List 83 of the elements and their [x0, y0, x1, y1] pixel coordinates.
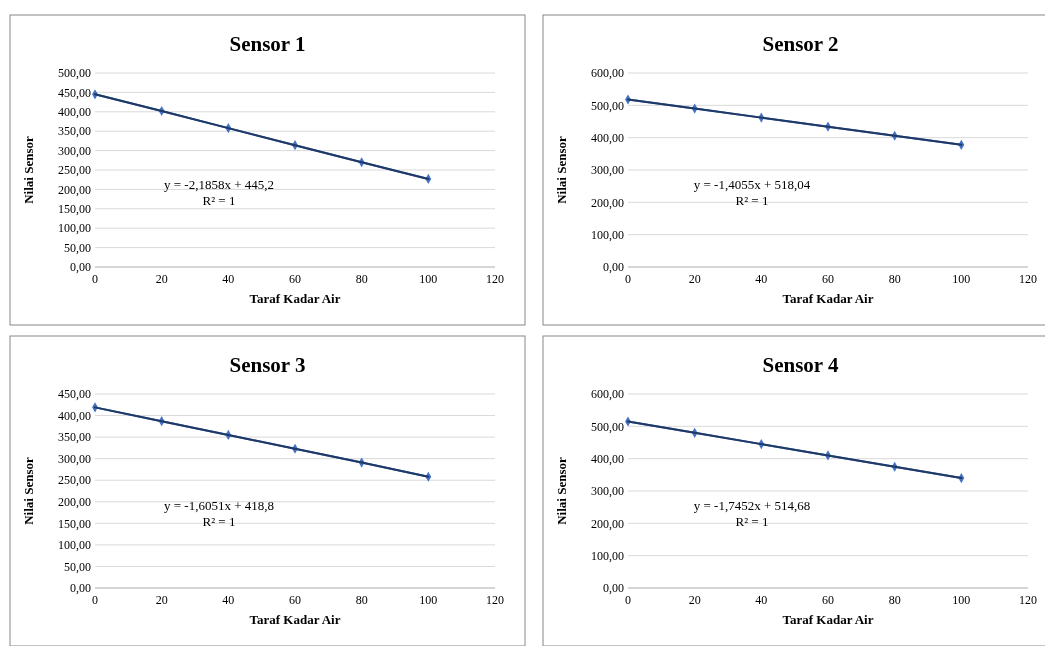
- annotation: R² = 1: [735, 193, 769, 209]
- y-tick-label: 150,00: [58, 516, 91, 531]
- y-tick-label: 200,00: [58, 182, 91, 197]
- x-tick-label: 120: [1019, 272, 1037, 286]
- y-tick-label: 300,00: [58, 451, 91, 466]
- annotation: R² = 1: [202, 193, 236, 209]
- y-tick-label: 200,00: [591, 516, 624, 531]
- y-axis-title: Nilai Sensor: [554, 457, 569, 525]
- x-tick-label: 120: [486, 272, 504, 286]
- y-tick-label: 100,00: [591, 548, 624, 563]
- y-tick-label: 500,00: [591, 419, 624, 434]
- y-tick-label: 450,00: [58, 387, 91, 402]
- x-tick-label: 0: [625, 272, 631, 286]
- x-tick-label: 20: [688, 593, 701, 607]
- x-axis-title: Taraf Kadar Air: [249, 291, 341, 306]
- y-tick-label: 250,00: [58, 163, 91, 178]
- y-tick-label: 150,00: [58, 202, 91, 216]
- x-tick-label: 80: [888, 593, 901, 607]
- annotation: R² = 1: [202, 514, 236, 530]
- y-tick-label: 50,00: [64, 240, 91, 255]
- annotation: y = -1,7452x + 514,68: [693, 498, 811, 514]
- y-tick-label: 0,00: [603, 260, 624, 275]
- x-axis-title: Taraf Kadar Air: [782, 612, 874, 627]
- y-axis-title: Nilai Sensor: [21, 136, 36, 204]
- x-tick-label: 60: [289, 272, 301, 286]
- x-tick-label: 40: [222, 272, 235, 286]
- x-tick-label: 40: [222, 593, 235, 607]
- x-axis-title: Taraf Kadar Air: [249, 612, 341, 627]
- annotation: R² = 1: [735, 514, 769, 530]
- x-tick-label: 0: [92, 593, 98, 607]
- x-tick-label: 40: [755, 272, 768, 286]
- annotation: y = -1,6051x + 418,8: [164, 498, 274, 514]
- annotation: y = -1,4055x + 518,04: [693, 177, 811, 193]
- y-tick-label: 200,00: [591, 195, 624, 210]
- x-tick-label: 40: [755, 593, 768, 607]
- x-tick-label: 60: [822, 272, 834, 286]
- y-tick-label: 0,00: [70, 260, 91, 275]
- y-tick-label: 350,00: [58, 124, 91, 139]
- x-tick-label: 120: [1019, 593, 1037, 607]
- y-tick-label: 450,00: [58, 85, 91, 100]
- y-tick-label: 500,00: [58, 66, 91, 81]
- y-tick-label: 100,00: [58, 538, 91, 553]
- y-tick-label: 400,00: [591, 130, 624, 145]
- x-axis-title: Taraf Kadar Air: [782, 291, 874, 306]
- annotation: y = -2,1858x + 445,2: [164, 177, 274, 193]
- x-tick-label: 80: [888, 272, 901, 286]
- y-tick-label: 0,00: [70, 581, 91, 596]
- y-tick-label: 400,00: [58, 408, 91, 423]
- chart-title: Sensor 4: [762, 353, 840, 377]
- x-tick-label: 100: [952, 272, 971, 286]
- chart-title: Sensor 2: [762, 32, 839, 56]
- x-tick-label: 120: [486, 593, 504, 607]
- x-tick-label: 0: [92, 272, 98, 286]
- y-tick-label: 0,00: [603, 581, 624, 596]
- x-tick-label: 60: [289, 593, 301, 607]
- y-axis-title: Nilai Sensor: [21, 457, 36, 525]
- y-tick-label: 300,00: [58, 143, 91, 158]
- y-tick-label: 200,00: [58, 494, 91, 509]
- chart-title: Sensor 1: [229, 32, 306, 56]
- x-tick-label: 20: [688, 272, 701, 286]
- y-tick-label: 600,00: [591, 387, 624, 402]
- chart-title: Sensor 3: [229, 353, 306, 377]
- y-tick-label: 600,00: [591, 66, 624, 81]
- x-tick-label: 80: [355, 272, 368, 286]
- y-tick-label: 100,00: [58, 221, 91, 236]
- y-axis-title: Nilai Sensor: [554, 136, 569, 204]
- x-tick-label: 60: [822, 593, 834, 607]
- x-tick-label: 20: [155, 593, 168, 607]
- y-tick-label: 300,00: [591, 163, 624, 178]
- y-tick-label: 350,00: [58, 430, 91, 445]
- x-tick-label: 80: [355, 593, 368, 607]
- x-tick-label: 0: [625, 593, 631, 607]
- x-tick-label: 100: [419, 272, 438, 286]
- y-tick-label: 300,00: [591, 484, 624, 499]
- x-tick-label: 100: [419, 593, 438, 607]
- y-tick-label: 250,00: [58, 473, 91, 488]
- y-tick-label: 50,00: [64, 559, 91, 574]
- y-tick-label: 400,00: [58, 105, 91, 119]
- y-tick-label: 100,00: [591, 227, 624, 242]
- y-tick-label: 500,00: [591, 98, 624, 113]
- x-tick-label: 20: [155, 272, 168, 286]
- x-tick-label: 100: [952, 593, 971, 607]
- y-tick-label: 400,00: [591, 451, 624, 466]
